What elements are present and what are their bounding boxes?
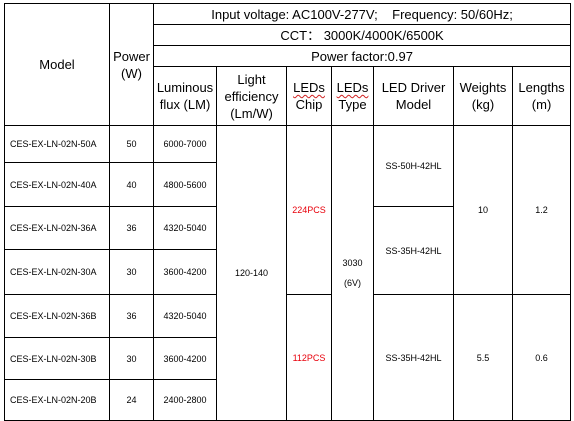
flux-cell: 4800-5600 (153, 162, 217, 207)
flux-cell: 3600-4200 (153, 249, 217, 295)
table-row: CES-EX-LN-02N-50A 50 6000-7000 120-140 2… (4, 125, 572, 421)
lengths-header: Lengths (m) (511, 66, 572, 126)
power-header: Power (W) (109, 3, 154, 126)
cct-banner: CCT： 3000K/4000K/6500K (152, 24, 572, 46)
weight-cell-b: 5.5 (453, 294, 513, 421)
chip-header: LEDs Chip (286, 66, 332, 126)
power-factor-banner: Power factor:0.97 (152, 45, 572, 67)
lengths-header-line2: (m) (531, 97, 552, 112)
type-cell-line1: 3030 (342, 258, 363, 268)
power-cell: 50 (109, 125, 154, 163)
input-voltage-banner: Input voltage: AC100V-277V; Frequency: 5… (152, 3, 572, 25)
type-header-line1: LEDs (336, 80, 369, 95)
flux-cell: 3600-4200 (153, 337, 217, 380)
model-cell: CES-EX-LN-02N-50A (4, 125, 110, 163)
type-header: LEDs Type (331, 66, 374, 126)
table-row: CES-EX-LN-02N-30B 30 3600-4200 (4, 337, 571, 380)
type-cell: 3030 (6V) (331, 125, 374, 421)
power-cell: 36 (109, 206, 154, 250)
driver-cell-1: SS-50H-42HL (373, 125, 454, 207)
flux-cell: 2400-2800 (153, 379, 217, 421)
model-cell: CES-EX-LN-02N-36B (4, 294, 110, 338)
weight-cell-a: 10 (453, 125, 513, 295)
lengths-header-line1: Lengths (518, 80, 565, 95)
power-cell: 24 (109, 379, 154, 421)
length-cell-a: 1.2 (511, 125, 572, 295)
chip-cell-a: 224PCS (286, 125, 332, 295)
flux-header: Luminous flux (LM) (153, 66, 217, 126)
flux-header-line2: flux (LM) (159, 97, 211, 112)
model-cell: CES-EX-LN-02N-30B (4, 337, 110, 380)
driver-cell-2: SS-35H-42HL (373, 206, 454, 295)
table-row: CES-EX-LN-02N-36A 36 4320-5040 SS-35H-42… (4, 206, 571, 295)
spec-table: Model Power (W) Input voltage: AC100V-27… (4, 3, 572, 421)
length-cell-b: 0.6 (511, 294, 572, 421)
table-row: CES-EX-LN-02N-36B 36 4320-5040 112PCS SS… (4, 294, 572, 421)
efficiency-cell: 120-140 (216, 125, 287, 421)
driver-header-line2: Model (395, 97, 432, 112)
weights-header-line2: (kg) (471, 97, 495, 112)
efficiency-header: Light efficiency (Lm/W) (216, 66, 287, 126)
power-header-line2: (W) (121, 65, 142, 81)
efficiency-header-line1: Light (237, 71, 266, 87)
chip-header-line1: LEDs (293, 80, 325, 95)
type-header-line2: Type (338, 97, 367, 112)
power-cell: 30 (109, 249, 154, 295)
chip-header-line2: Chip (295, 97, 323, 112)
model-cell: CES-EX-LN-02N-36A (4, 206, 110, 250)
model-cell: CES-EX-LN-02N-40A (4, 162, 110, 207)
power-header-line1: Power (113, 48, 150, 64)
power-cell: 36 (109, 294, 154, 338)
power-cell: 30 (109, 337, 154, 380)
model-header: Model (4, 3, 110, 126)
driver-cell-3: SS-35H-42HL (373, 294, 454, 421)
weights-header: Weights (kg) (453, 66, 513, 126)
type-cell-line2: (6V) (343, 278, 361, 288)
chip-cell-b: 112PCS (286, 294, 332, 421)
weights-header-line1: Weights (459, 80, 507, 95)
model-cell: CES-EX-LN-02N-30A (4, 249, 110, 295)
flux-cell: 4320-5040 (153, 206, 217, 250)
driver-header: LED Driver Model (373, 66, 454, 126)
table-row: CES-EX-LN-02N-30A 30 3600-4200 (4, 249, 571, 295)
driver-header-line1: LED Driver (381, 80, 446, 95)
table-row: CES-EX-LN-02N-40A 40 4800-5600 (4, 162, 571, 207)
efficiency-header-line2: efficiency (224, 88, 279, 104)
power-cell: 40 (109, 162, 154, 207)
model-cell: CES-EX-LN-02N-20B (4, 379, 110, 421)
flux-cell: 6000-7000 (153, 125, 217, 163)
flux-header-line1: Luminous (156, 80, 214, 95)
efficiency-header-line3: (Lm/W) (230, 105, 273, 121)
flux-cell: 4320-5040 (153, 294, 217, 338)
